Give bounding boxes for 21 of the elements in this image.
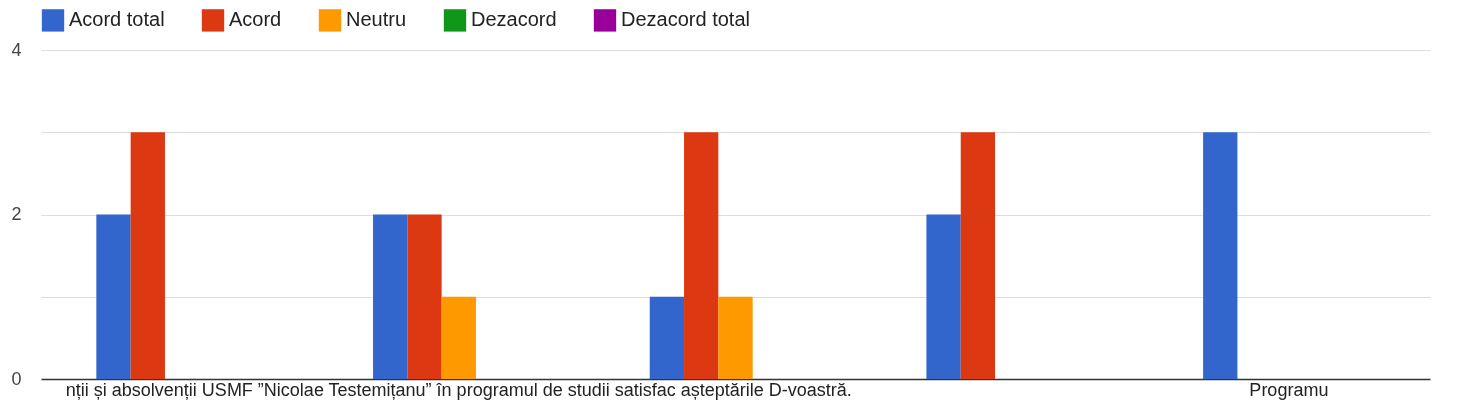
bar xyxy=(684,132,719,379)
bar xyxy=(960,132,996,379)
x-tick-label: Programu xyxy=(1249,379,1329,400)
legend-label: Neutru xyxy=(346,8,407,31)
y-tick-label: 2 xyxy=(11,204,22,224)
bar xyxy=(373,214,408,379)
legend-label: Dezacord total xyxy=(621,8,750,31)
x-tick-label: nții și absolvenții USMF ”Nicolae Testemițanu” în programul de studii satisfac așteptările D-voastră. xyxy=(65,379,852,400)
y-tick-label: 0 xyxy=(11,368,22,389)
legend-label: Dezacord xyxy=(471,8,557,31)
bar xyxy=(649,296,685,379)
bar xyxy=(130,132,165,379)
bar xyxy=(718,296,753,379)
bar xyxy=(926,214,961,379)
bar xyxy=(1203,132,1238,379)
bar xyxy=(96,214,131,379)
legend-label: Acord total xyxy=(69,8,165,31)
legend-label: Acord xyxy=(229,8,282,31)
bar xyxy=(407,214,442,379)
y-tick-label: 4 xyxy=(11,39,22,60)
bar xyxy=(441,296,476,379)
